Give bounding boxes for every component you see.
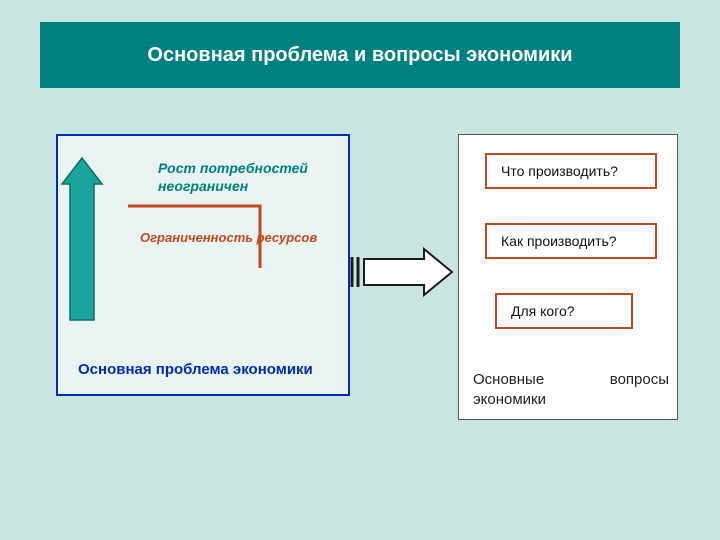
right-caption-word1: Основные	[473, 371, 544, 388]
title-band: Основная проблема и вопросы экономики	[40, 22, 680, 88]
connector-arrow-icon	[352, 249, 452, 295]
slide-title: Основная проблема и вопросы экономики	[147, 44, 572, 67]
question-box-how: Как производить?	[485, 223, 657, 259]
right-panel-caption-line2: экономики	[473, 391, 546, 408]
question-box-what: Что производить?	[485, 153, 657, 189]
left-panel: Рост потребностей неограничен Ограниченн…	[56, 134, 350, 396]
question-box-whom: Для кого?	[495, 293, 633, 329]
question-box-what-label: Что производить?	[501, 163, 618, 179]
right-panel-caption-line1: Основные вопросы	[473, 371, 669, 388]
left-panel-caption-text: Основная проблема экономики	[78, 361, 313, 378]
limit-label: Ограниченность ресурсов	[140, 230, 317, 246]
question-box-how-label: Как производить?	[501, 233, 617, 249]
growth-label: Рост потребностей неограничен	[158, 160, 348, 195]
slide-root: Основная проблема и вопросы экономики Ро…	[0, 0, 720, 540]
right-panel: Что производить? Как производить? Для ко…	[458, 134, 678, 420]
left-panel-caption: Основная проблема экономики	[78, 361, 313, 380]
question-box-whom-label: Для кого?	[511, 303, 575, 319]
right-caption-word2: вопросы	[610, 371, 669, 388]
